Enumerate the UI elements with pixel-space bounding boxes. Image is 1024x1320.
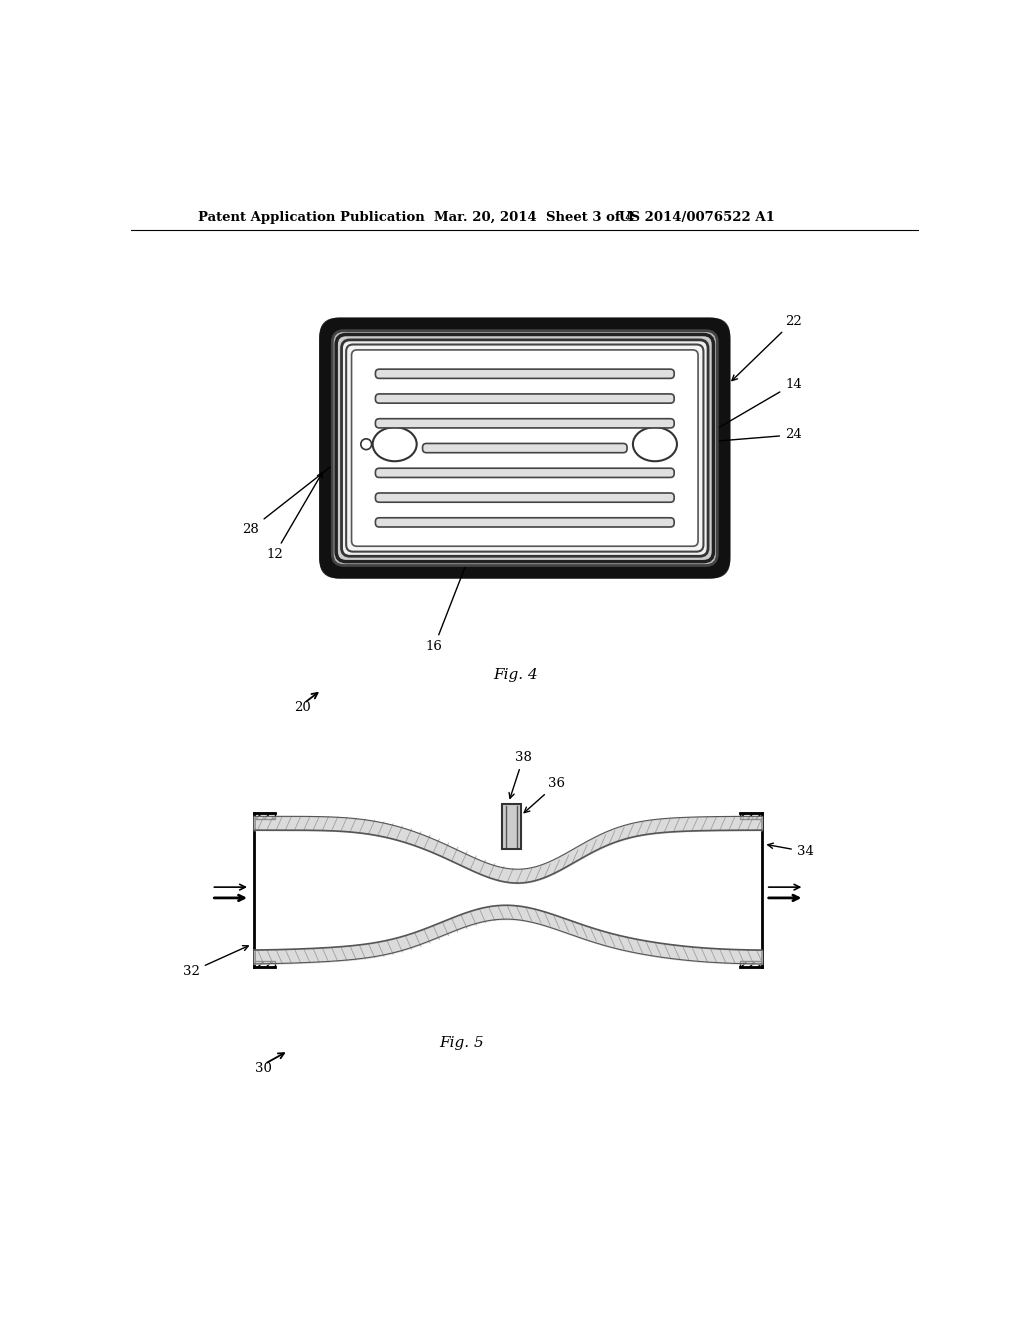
FancyBboxPatch shape bbox=[376, 492, 674, 502]
Text: 14: 14 bbox=[710, 378, 802, 433]
Bar bbox=[254, 961, 275, 968]
FancyBboxPatch shape bbox=[423, 444, 627, 453]
Text: 16: 16 bbox=[426, 477, 501, 653]
Bar bbox=[740, 961, 762, 968]
Text: 20: 20 bbox=[295, 701, 311, 714]
Bar bbox=[503, 804, 521, 849]
Bar bbox=[254, 813, 275, 820]
FancyBboxPatch shape bbox=[342, 339, 708, 556]
Text: 12: 12 bbox=[266, 473, 323, 561]
Text: 32: 32 bbox=[183, 945, 248, 978]
Text: 28: 28 bbox=[243, 441, 362, 536]
Bar bbox=[740, 813, 762, 820]
Text: 36: 36 bbox=[524, 777, 565, 813]
Ellipse shape bbox=[373, 428, 417, 461]
Text: 34: 34 bbox=[768, 843, 814, 858]
FancyBboxPatch shape bbox=[376, 393, 674, 403]
FancyBboxPatch shape bbox=[326, 325, 724, 572]
FancyBboxPatch shape bbox=[336, 334, 714, 561]
Text: US 2014/0076522 A1: US 2014/0076522 A1 bbox=[620, 211, 775, 224]
Text: Fig. 5: Fig. 5 bbox=[439, 1036, 484, 1049]
Ellipse shape bbox=[633, 428, 677, 461]
Text: 22: 22 bbox=[732, 314, 802, 380]
Text: Fig. 4: Fig. 4 bbox=[493, 668, 538, 681]
Text: 30: 30 bbox=[255, 1061, 272, 1074]
FancyBboxPatch shape bbox=[321, 319, 729, 577]
FancyBboxPatch shape bbox=[376, 469, 674, 478]
FancyBboxPatch shape bbox=[346, 345, 703, 552]
FancyBboxPatch shape bbox=[376, 370, 674, 379]
Text: Mar. 20, 2014  Sheet 3 of 4: Mar. 20, 2014 Sheet 3 of 4 bbox=[434, 211, 635, 224]
FancyBboxPatch shape bbox=[376, 517, 674, 527]
FancyBboxPatch shape bbox=[351, 350, 698, 546]
Ellipse shape bbox=[360, 438, 372, 450]
Text: 38: 38 bbox=[509, 751, 531, 799]
Text: Patent Application Publication: Patent Application Publication bbox=[198, 211, 424, 224]
FancyBboxPatch shape bbox=[333, 330, 717, 565]
Text: 24: 24 bbox=[682, 429, 802, 446]
FancyBboxPatch shape bbox=[376, 418, 674, 428]
